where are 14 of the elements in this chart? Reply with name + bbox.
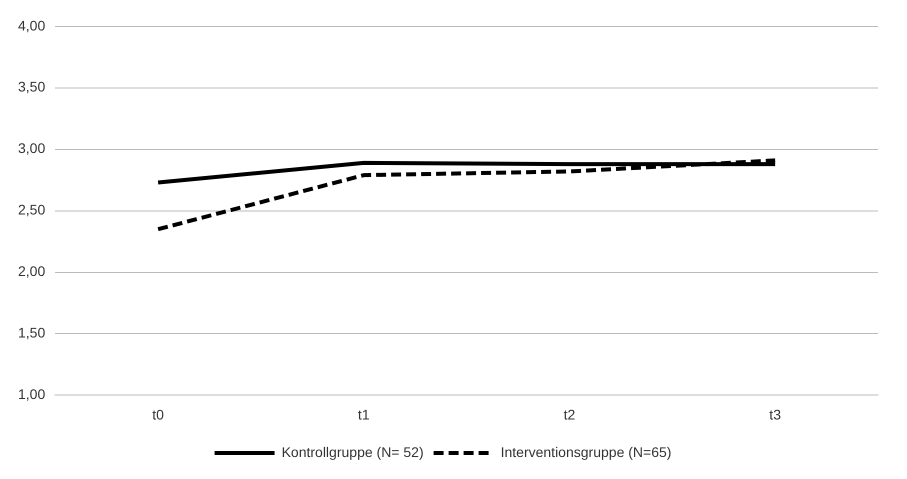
x-tick-label: t3	[769, 406, 782, 422]
line-series	[156, 158, 778, 232]
legend-label: Interventionsgruppe (N=65)	[500, 444, 672, 460]
y-tick-label: 2,50	[18, 202, 46, 218]
y-tick-label: 2,00	[18, 263, 46, 280]
y-tick-label: 1,50	[18, 324, 46, 341]
x-tick-label: t2	[564, 406, 576, 422]
x-tick-label: t1	[358, 406, 370, 422]
y-tick-label: 1,00	[18, 386, 46, 402]
x-tick-label: t0	[152, 406, 164, 422]
y-tick-label: 3,00	[18, 140, 46, 156]
y-tick-label: 3,50	[18, 78, 46, 95]
y-tick-label: 4,00	[18, 17, 46, 34]
legend-label: Kontrollgruppe (N= 52)	[282, 444, 424, 460]
